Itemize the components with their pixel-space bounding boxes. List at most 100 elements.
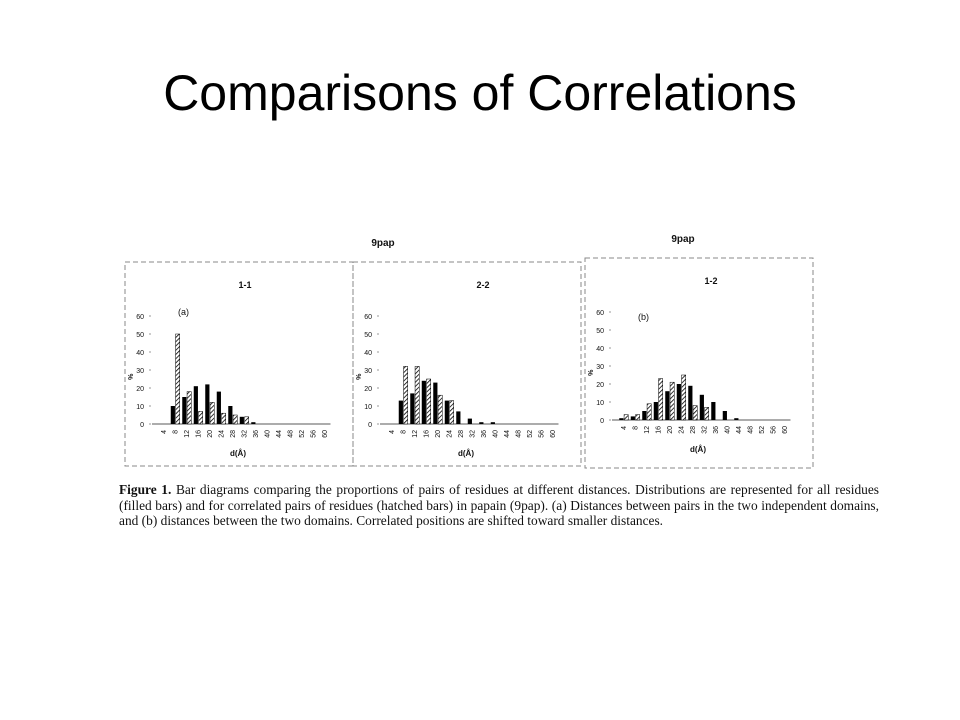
- x-tick-label: 4: [621, 426, 628, 430]
- x-tick-label: 56: [310, 430, 317, 438]
- chart-title: 2-2: [476, 280, 489, 290]
- bar-filled: [205, 384, 210, 424]
- bar-filled: [398, 400, 403, 424]
- x-tick-label: 4: [389, 430, 396, 434]
- x-tick-label: 28: [458, 430, 465, 438]
- chart-header: 9pap: [371, 238, 394, 249]
- slide-title: Comparisons of Correlations: [163, 65, 797, 121]
- bar-hatched: [681, 374, 686, 421]
- bar-filled: [479, 422, 484, 424]
- x-tick-label: 60: [322, 430, 329, 438]
- y-tick-label: 40: [136, 350, 144, 357]
- y-tick-label: 20: [364, 386, 372, 393]
- x-tick-label: 52: [527, 430, 534, 438]
- bar-filled: [734, 418, 739, 420]
- bar-hatched: [175, 333, 180, 425]
- chart-title: 1-2: [704, 276, 717, 286]
- x-tick-label: 36: [253, 430, 260, 438]
- bar-filled: [688, 385, 693, 420]
- bar-filled: [642, 411, 647, 420]
- bar-hatched: [646, 403, 652, 421]
- y-tick-label: 60: [136, 314, 144, 321]
- panel-frame: [124, 261, 354, 467]
- panel-frame: [584, 257, 814, 469]
- y-tick-label: 60: [596, 310, 604, 317]
- x-tick-label: 56: [770, 426, 777, 434]
- x-axis-label: d(Å): [230, 449, 246, 458]
- y-tick-label: 60: [364, 314, 372, 321]
- bar-hatched: [669, 381, 675, 421]
- bar-hatched: [692, 405, 698, 421]
- bar-filled: [490, 422, 495, 424]
- y-tick-label: 10: [596, 400, 604, 407]
- bar-filled: [239, 416, 244, 424]
- bar-filled: [619, 418, 624, 420]
- x-tick-label: 48: [287, 430, 294, 438]
- x-tick-label: 32: [241, 430, 248, 438]
- y-tick-label: 0: [600, 418, 604, 425]
- x-axis-label: d(Å): [458, 449, 474, 458]
- bar-filled: [630, 416, 635, 420]
- x-tick-label: 12: [644, 426, 651, 434]
- y-tick-label: 10: [364, 404, 372, 411]
- bar-hatched: [635, 414, 640, 421]
- bar-hatched: [437, 394, 443, 425]
- y-tick-label: 20: [136, 386, 144, 393]
- bar-filled: [699, 394, 704, 420]
- y-tick-label: 30: [596, 364, 604, 371]
- y-tick-label: 30: [136, 368, 144, 375]
- x-tick-label: 28: [230, 430, 237, 438]
- bar-filled: [722, 411, 727, 420]
- bar-filled: [251, 422, 256, 424]
- y-axis-label: %: [586, 370, 593, 377]
- x-tick-label: 56: [538, 430, 545, 438]
- x-tick-label: 8: [400, 430, 407, 434]
- bar-hatched: [221, 412, 227, 425]
- x-tick-label: 40: [492, 430, 499, 438]
- x-tick-label: 48: [747, 426, 754, 434]
- y-tick-label: 40: [596, 346, 604, 353]
- bar-filled: [170, 406, 175, 424]
- chart-panel-3: 9pap 1-2 (b) 0 10 20 30 40 50 60% 4 8 12 16 20 24 28 32 36…: [584, 234, 814, 469]
- x-tick-label: 32: [469, 430, 476, 438]
- y-tick-label: 10: [136, 404, 144, 411]
- x-tick-label: 52: [299, 430, 306, 438]
- y-tick-label: 40: [364, 350, 372, 357]
- x-tick-label: 36: [713, 426, 720, 434]
- bar-hatched: [209, 402, 215, 425]
- x-tick-label: 36: [481, 430, 488, 438]
- y-axis-label: %: [126, 374, 133, 381]
- bar-filled: [653, 402, 658, 420]
- bar-hatched: [704, 407, 709, 421]
- x-tick-label: 52: [759, 426, 766, 434]
- bar-hatched: [232, 414, 238, 425]
- x-tick-label: 24: [218, 430, 225, 438]
- x-tick-label: 24: [678, 426, 685, 434]
- x-tick-label: 44: [276, 430, 283, 438]
- figure-caption: Figure 1. Bar diagrams comparing the pro…: [119, 482, 879, 529]
- x-tick-label: 16: [195, 430, 202, 438]
- y-tick-label: 50: [136, 332, 144, 339]
- x-tick-label: 20: [667, 426, 674, 434]
- x-tick-label: 24: [446, 430, 453, 438]
- panel-label: (b): [638, 312, 649, 322]
- y-axis-label: %: [354, 374, 361, 381]
- y-tick-label: 0: [140, 422, 144, 429]
- x-tick-label: 12: [184, 430, 191, 438]
- chart-header: 9pap: [671, 234, 694, 245]
- bar-filled: [444, 400, 449, 424]
- y-tick-label: 50: [596, 328, 604, 335]
- bar-filled: [676, 384, 681, 420]
- x-tick-label: 16: [423, 430, 430, 438]
- caption-label: Figure 1.: [119, 482, 172, 497]
- x-tick-label: 20: [207, 430, 214, 438]
- y-tick-label: 50: [364, 332, 372, 339]
- x-tick-label: 4: [161, 430, 168, 434]
- bar-hatched: [186, 391, 192, 425]
- bar-hatched: [403, 366, 408, 425]
- x-tick-label: 8: [172, 430, 179, 434]
- bar-filled: [182, 397, 187, 424]
